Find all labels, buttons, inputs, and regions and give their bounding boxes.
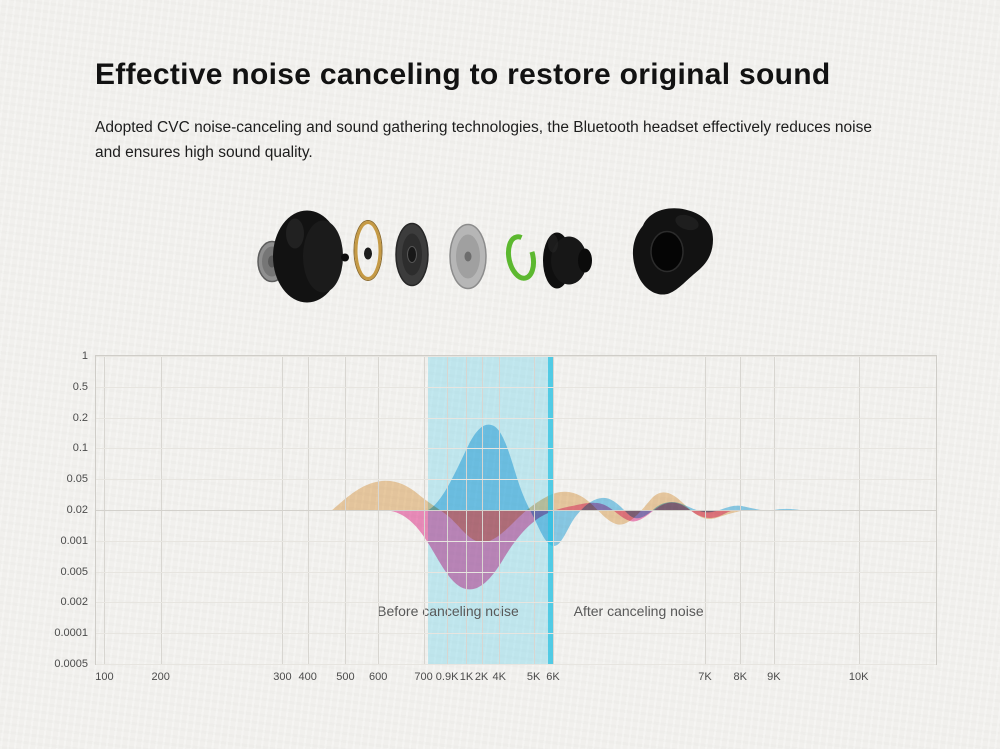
x-tick-label: 8K [733,671,747,683]
page-description: Adopted CVC noise-canceling and sound ga… [95,119,872,162]
gridline-y-0.5 [96,386,936,388]
x-tick-label: 9K [767,671,781,683]
gridline-y-0.001 [96,540,936,542]
y-tick-label: 1 [81,350,88,362]
rear-housing-cup [543,232,592,289]
gridline-y-0.0005 [96,664,936,665]
x-tick-label: 6K [546,671,560,683]
after-canceling-label: After canceling noise [573,603,704,619]
x-tick-label: 100 [95,671,114,683]
x-tick-label: 0.9K [435,671,459,683]
y-tick-label: 0.0005 [54,658,88,670]
y-tick-label: 0.05 [66,473,88,486]
x-tick-label: 700 [414,671,433,683]
x-tick-label: 400 [298,671,317,683]
x-tick-label: 1K [459,671,474,683]
y-tick-label: 0.001 [60,534,88,547]
y-tick-label: 0.002 [60,596,88,609]
blue-wave [426,424,806,546]
x-tick-label: 200 [151,671,170,683]
earbud-exploded-view-image [235,188,725,326]
x-tick-label: 2K [474,671,489,683]
driver-dome [273,210,349,303]
y-tick-label: 0.005 [60,565,88,578]
gridline-y-0.002 [96,602,936,604]
y-tick-label: 0.2 [72,411,88,424]
x-tick-label: 5K [526,671,541,683]
gridline-y-0.02 [96,510,936,511]
x-tick-label: 7K [698,671,712,683]
waves-svg [331,424,806,590]
y-tick-label: 0.1 [72,442,88,455]
gridline-y-0.05 [96,479,936,481]
y-tick-label: 0.02 [66,504,88,516]
gold-coil-ring [353,220,383,281]
gridline-y-1 [96,356,936,357]
green-gasket-ring [505,234,537,281]
x-tick-label: 300 [273,671,292,683]
y-tick-label: 0.5 [72,380,88,393]
x-tick-label: 600 [369,671,388,683]
gridline-y-0.1 [96,448,936,450]
silver-diaphragm-disc [449,223,487,290]
page-title: Effective noise canceling to restore ori… [95,58,831,91]
chart-plot: Before canceling noise After canceling n… [54,350,937,683]
gridline-y-0.005 [96,571,936,573]
x-tick-label: 500 [336,671,355,683]
gridline-y-0.0001 [96,633,936,635]
earbud-shell [632,208,713,295]
earbud-exploded-svg [257,208,713,303]
magnet-disc [395,222,429,287]
gridline-y-0.2 [96,417,936,419]
pink-wave [391,502,731,590]
orange-wave [331,480,741,543]
y-tick-label: 0.0001 [54,627,88,640]
x-tick-label: 4K [492,671,506,683]
x-tick-label: 10K [848,671,869,683]
